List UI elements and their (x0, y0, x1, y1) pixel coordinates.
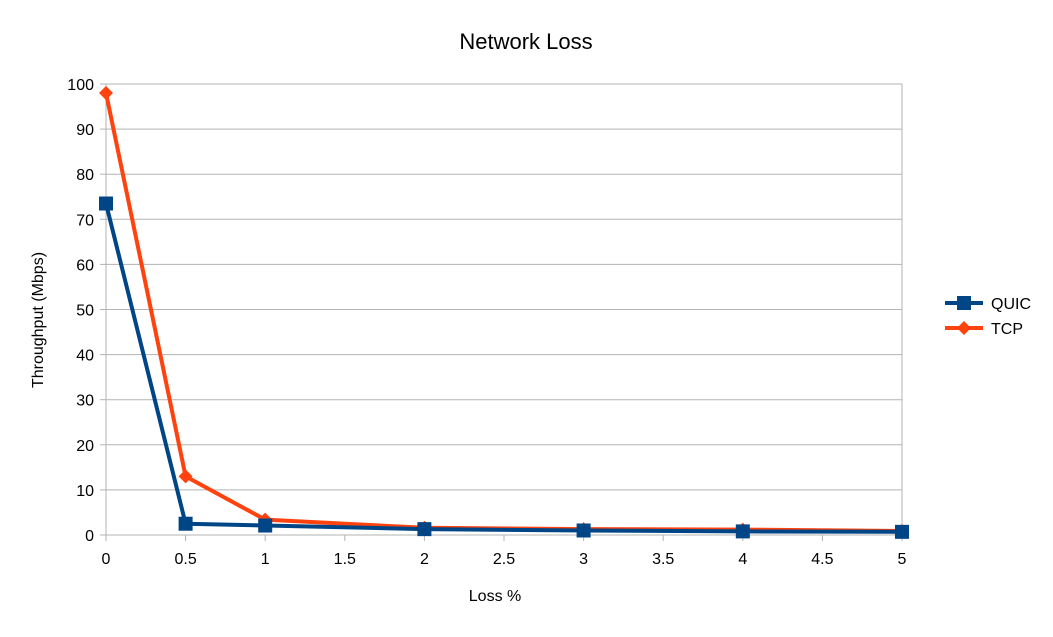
legend-item-quic: QUIC (945, 296, 1031, 313)
series-line (104, 203, 903, 534)
data-point (178, 516, 193, 531)
tick-labels: 0 10 20 30 40 50 60 70 80 90 100 0 0.5 1 1.5 2 2.5 3 3.5 4 4… (67, 77, 906, 568)
y-tick-label: 80 (76, 167, 94, 184)
data-point (258, 518, 273, 533)
x-tick-label: 4 (738, 551, 747, 568)
legend-item-tcp: TCP (945, 321, 1023, 338)
data-point (735, 524, 750, 539)
x-tick-label: 0.5 (174, 551, 196, 568)
y-tick-label: 30 (76, 393, 94, 410)
series-quic (99, 196, 909, 539)
legend-marker (957, 321, 971, 335)
legend-label: QUIC (991, 296, 1031, 313)
y-tick-label: 70 (76, 212, 94, 229)
x-tick-label: 5 (898, 551, 907, 568)
y-tick-label: 100 (67, 77, 94, 94)
x-tick-label: 1 (261, 551, 270, 568)
x-axis-label: Loss % (469, 588, 521, 605)
y-tick-label: 20 (76, 438, 94, 455)
axes (100, 83, 903, 541)
x-tick-label: 3 (579, 551, 588, 568)
data-point (99, 196, 113, 211)
x-tick-label: 0 (102, 551, 111, 568)
grid (105, 83, 903, 536)
data-point (895, 524, 909, 539)
y-tick-label: 90 (76, 122, 94, 139)
y-tick-label: 60 (76, 257, 94, 274)
y-tick-label: 10 (76, 483, 94, 500)
legend: QUIC TCP (945, 296, 1031, 338)
series (99, 86, 909, 539)
x-tick-label: 1.5 (334, 551, 356, 568)
y-tick-label: 40 (76, 348, 94, 365)
legend-label: TCP (991, 321, 1023, 338)
series-line (104, 92, 903, 533)
y-axis-label: Throughput (Mbps) (30, 252, 47, 388)
data-point (178, 469, 193, 484)
data-point (417, 522, 432, 537)
data-point (576, 523, 591, 538)
y-tick-label: 50 (76, 303, 94, 320)
x-tick-label: 4.5 (811, 551, 833, 568)
legend-marker (957, 296, 971, 310)
chart-title: Network Loss (459, 29, 592, 54)
series-tcp (99, 86, 909, 538)
x-tick-label: 2 (420, 551, 429, 568)
data-point (99, 86, 113, 101)
y-tick-label: 0 (85, 528, 94, 545)
x-tick-label: 3.5 (652, 551, 674, 568)
x-tick-label: 2.5 (493, 551, 515, 568)
